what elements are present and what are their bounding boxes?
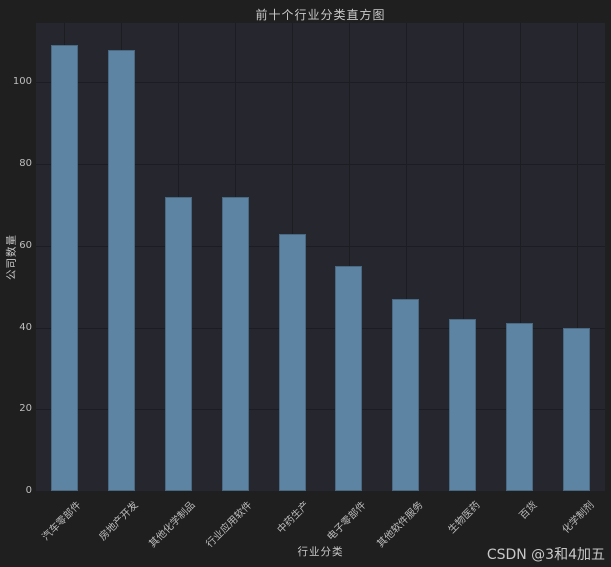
- gridline-horizontal: [36, 82, 605, 84]
- x-tick-label: 其他化学制品: [147, 499, 198, 551]
- y-tick-label: 20: [19, 403, 32, 415]
- gridline-vertical: [576, 23, 578, 491]
- chart-title: 前十个行业分类直方图: [255, 8, 386, 22]
- bar: [392, 298, 420, 491]
- y-tick-label: 40: [19, 321, 32, 333]
- y-tick-label: 100: [12, 76, 32, 88]
- x-tick-label: 其他软件服务: [375, 499, 426, 551]
- gridline-vertical: [348, 23, 350, 491]
- gridline-horizontal: [36, 409, 605, 411]
- gridline-horizontal: [36, 245, 605, 247]
- x-tick-label: 行业应用软件: [204, 499, 255, 551]
- x-tick-label: 中药生产: [275, 499, 312, 536]
- plot-area: [36, 23, 605, 491]
- gridline-horizontal: [36, 327, 605, 329]
- csdn-watermark: CSDN @3和4加五: [486, 547, 605, 563]
- x-axis-label: 行业分类: [297, 546, 344, 558]
- y-tick-label: 0: [25, 485, 32, 496]
- bar: [449, 319, 477, 491]
- x-tick-label: 房地产开发: [97, 499, 141, 543]
- y-tick-label: 60: [19, 239, 32, 251]
- x-tick-label: 电子零部件: [325, 499, 369, 543]
- gridline-vertical: [462, 23, 464, 491]
- bar: [563, 327, 591, 491]
- bar: [50, 45, 78, 491]
- gridline-vertical: [519, 23, 521, 491]
- x-tick-label: 化学制剂: [560, 499, 597, 536]
- bar: [506, 323, 534, 491]
- gridline-vertical: [405, 23, 407, 491]
- bar: [278, 233, 306, 491]
- x-tick-label: 汽车零部件: [40, 499, 85, 543]
- bar: [107, 49, 135, 491]
- x-tick-label: 百货: [517, 499, 540, 522]
- gridline-horizontal: [36, 164, 605, 165]
- y-tick-label: 80: [19, 158, 32, 169]
- bar: [221, 196, 249, 491]
- bar: [164, 196, 192, 491]
- bar: [335, 266, 363, 491]
- x-tick-label: 生物医药: [446, 499, 483, 536]
- y-axis-label: 公司数量: [5, 234, 18, 280]
